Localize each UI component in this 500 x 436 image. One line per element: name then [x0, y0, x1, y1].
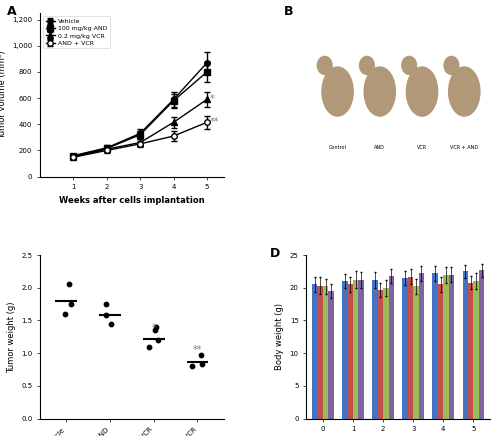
Point	[151, 327, 159, 334]
Point	[107, 320, 115, 327]
Bar	[448, 275, 454, 419]
Bar	[402, 278, 408, 419]
Bar	[318, 286, 323, 419]
Ellipse shape	[364, 67, 396, 116]
Bar	[378, 290, 383, 419]
Bar	[413, 286, 418, 419]
Text: D: D	[270, 247, 280, 260]
Point	[102, 312, 110, 319]
Ellipse shape	[318, 56, 332, 75]
Y-axis label: Tumor volume (mm³): Tumor volume (mm³)	[0, 51, 6, 139]
Bar	[474, 281, 479, 419]
Point	[67, 301, 75, 308]
Text: *: *	[152, 323, 156, 333]
Bar	[438, 285, 444, 419]
Point	[145, 343, 153, 350]
Ellipse shape	[322, 67, 353, 116]
Point	[152, 324, 160, 330]
Point	[188, 363, 196, 370]
Ellipse shape	[448, 67, 480, 116]
Bar	[328, 291, 334, 419]
Ellipse shape	[444, 56, 459, 75]
Text: VCR + AND: VCR + AND	[450, 145, 478, 150]
Bar	[312, 285, 318, 419]
Text: **: **	[210, 117, 219, 127]
Point	[198, 360, 206, 367]
Bar	[468, 283, 473, 419]
Text: Control: Control	[328, 145, 346, 150]
Bar	[388, 276, 394, 419]
Point	[154, 337, 162, 344]
Bar	[418, 273, 424, 419]
Text: **: **	[192, 345, 202, 355]
Bar	[353, 280, 358, 419]
Ellipse shape	[406, 67, 438, 116]
Bar	[383, 288, 388, 419]
Ellipse shape	[402, 56, 416, 75]
Point	[102, 301, 110, 308]
X-axis label: Weeks after cells implantation: Weeks after cells implantation	[59, 196, 204, 205]
Point	[64, 281, 72, 288]
Text: *: *	[210, 95, 214, 104]
Bar	[408, 276, 413, 419]
Text: A: A	[7, 5, 16, 18]
Y-axis label: Tumor weight (g): Tumor weight (g)	[6, 301, 16, 372]
Point	[61, 310, 69, 317]
Bar	[358, 280, 364, 419]
Bar	[348, 285, 353, 419]
Bar	[444, 276, 448, 419]
Text: AND: AND	[374, 145, 385, 150]
Y-axis label: Body weight (g): Body weight (g)	[275, 303, 284, 370]
Bar	[462, 271, 468, 419]
Bar	[342, 281, 347, 419]
Bar	[432, 273, 438, 419]
Bar	[479, 270, 484, 419]
Legend: Vehicle, 100 mg/kg AND, 0.2 mg/kg VCR, AND + VCR: Vehicle, 100 mg/kg AND, 0.2 mg/kg VCR, A…	[43, 16, 110, 48]
Point	[197, 351, 205, 358]
Bar	[372, 280, 378, 419]
Bar	[323, 286, 328, 419]
Text: VCR: VCR	[417, 145, 427, 150]
Ellipse shape	[360, 56, 374, 75]
Text: B: B	[284, 5, 294, 18]
